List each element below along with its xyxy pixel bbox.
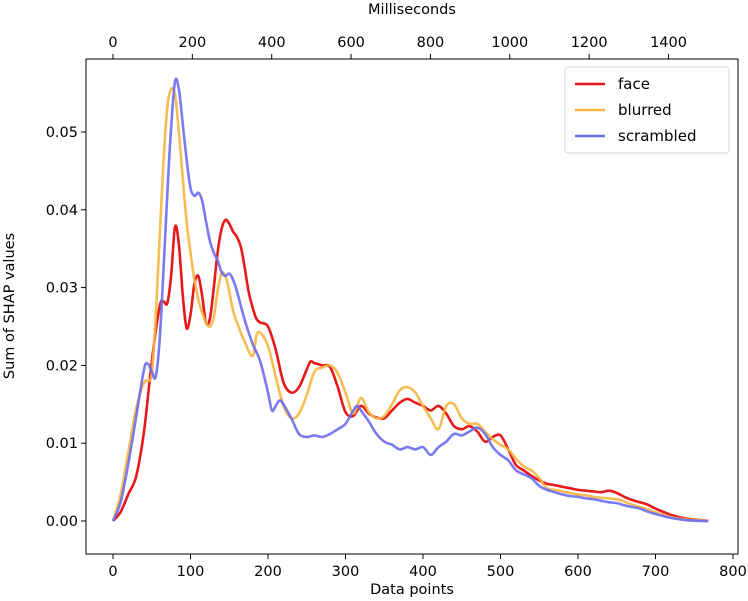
secondary-x-axis-label: Milliseconds	[368, 2, 456, 18]
x-tick-label: 600	[564, 564, 592, 580]
x-tick-label: 700	[642, 564, 670, 580]
y-tick-label: 0.04	[46, 203, 78, 219]
series-line-face	[111, 218, 709, 523]
x-axis-bottom: 0 100 200 300 400 500 600 700 800	[108, 554, 747, 580]
y-tick-label: 0.01	[46, 436, 78, 452]
series-line-blurred	[111, 86, 709, 523]
x-tick-label: 0	[108, 564, 117, 580]
legend-label-scrambled: scrambled	[618, 127, 696, 145]
top-tick-label: 1000	[491, 35, 528, 51]
top-tick-label: 800	[417, 35, 445, 51]
x-axis-label: Data points	[370, 582, 454, 598]
y-tick-label: 0.00	[46, 514, 78, 530]
y-axis: 0.00 0.01 0.02 0.03 0.04 0.05	[46, 125, 86, 530]
legend: face blurred scrambled	[564, 66, 730, 154]
x-axis-top-milliseconds: 0 200 400 600 800 1000 1200 1400	[108, 35, 687, 59]
y-axis-label: Sum of SHAP values	[2, 233, 18, 379]
x-tick-label: 100	[177, 564, 205, 580]
top-tick-label: 200	[179, 35, 207, 51]
legend-box	[564, 66, 730, 154]
top-tick-label: 1200	[571, 35, 608, 51]
y-tick-label: 0.02	[46, 358, 78, 374]
x-tick-label: 800	[719, 564, 747, 580]
top-tick-label: 600	[337, 35, 365, 51]
top-tick-label: 400	[258, 35, 286, 51]
plot-frame	[85, 58, 739, 555]
x-tick-label: 300	[332, 564, 360, 580]
x-tick-label: 200	[254, 564, 282, 580]
x-tick-label: 400	[409, 564, 437, 580]
top-tick-label: 1400	[650, 35, 687, 51]
top-tick-label: 0	[108, 35, 117, 51]
y-tick-label: 0.05	[46, 125, 78, 141]
legend-label-blurred: blurred	[618, 101, 672, 119]
y-tick-label: 0.03	[46, 281, 78, 297]
x-tick-label: 500	[487, 564, 515, 580]
legend-label-face: face	[618, 75, 650, 93]
series-line-scrambled	[111, 77, 709, 523]
series-lines	[111, 77, 709, 523]
